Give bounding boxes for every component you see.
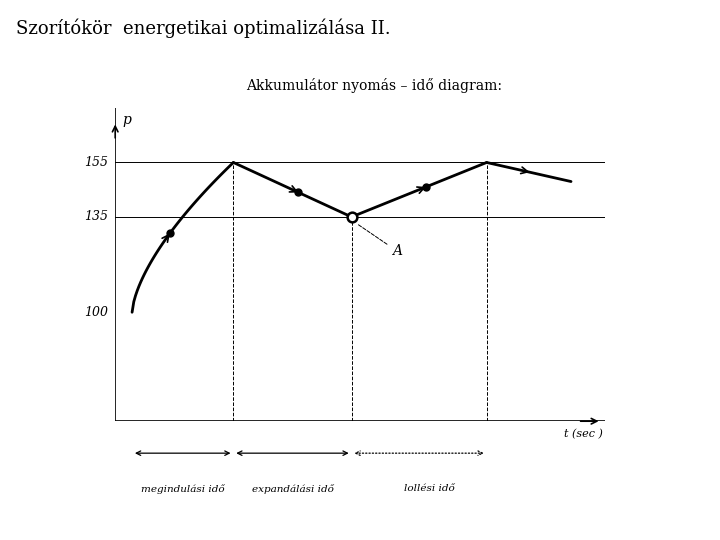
Text: megindulási idő: megindulási idő xyxy=(141,484,225,494)
Text: 135: 135 xyxy=(84,211,109,224)
Text: A: A xyxy=(357,224,402,258)
Text: p: p xyxy=(122,113,131,127)
Text: 100: 100 xyxy=(84,306,109,319)
Text: 155: 155 xyxy=(84,156,109,169)
Text: expandálási idő: expandálási idő xyxy=(251,484,333,494)
Text: Szorítókör  energetikai optimalizálása II.: Szorítókör energetikai optimalizálása II… xyxy=(16,19,390,38)
Text: lollési idő: lollési idő xyxy=(404,484,454,493)
Text: Akkumulátor nyomás – idő diagram:: Akkumulátor nyomás – idő diagram: xyxy=(246,78,503,93)
Text: t (sec ): t (sec ) xyxy=(564,429,603,440)
